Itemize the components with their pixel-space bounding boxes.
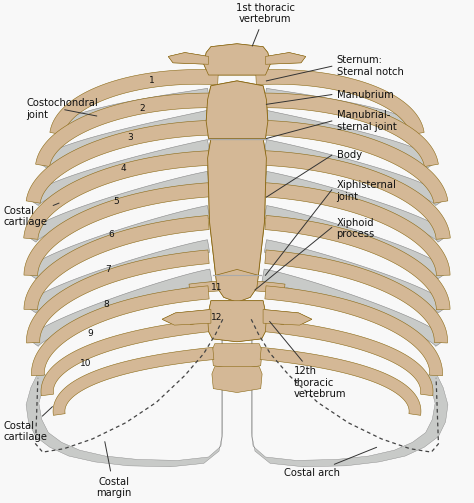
Text: Costal
cartilage: Costal cartilage (4, 203, 59, 227)
Polygon shape (212, 344, 262, 370)
Polygon shape (31, 286, 209, 376)
Polygon shape (262, 269, 446, 346)
Text: 4: 4 (120, 164, 126, 174)
Polygon shape (265, 183, 450, 276)
Polygon shape (208, 301, 266, 342)
Text: 8: 8 (104, 300, 109, 309)
Polygon shape (212, 367, 262, 392)
Polygon shape (263, 309, 312, 325)
Polygon shape (263, 309, 312, 325)
Polygon shape (206, 81, 268, 138)
Text: 7: 7 (105, 265, 111, 274)
Polygon shape (255, 281, 285, 294)
Polygon shape (265, 250, 447, 343)
Polygon shape (265, 286, 443, 376)
Polygon shape (265, 52, 306, 64)
Polygon shape (264, 240, 448, 313)
Polygon shape (264, 140, 446, 206)
Polygon shape (26, 319, 223, 467)
Polygon shape (216, 270, 258, 302)
Polygon shape (204, 44, 270, 75)
Polygon shape (255, 69, 424, 135)
Polygon shape (264, 89, 422, 137)
Polygon shape (28, 269, 212, 346)
Polygon shape (28, 140, 210, 206)
Text: 2: 2 (139, 104, 145, 113)
Text: 10: 10 (80, 359, 91, 368)
Polygon shape (26, 240, 210, 313)
Text: 1: 1 (149, 76, 155, 86)
Polygon shape (24, 183, 209, 276)
Polygon shape (208, 138, 266, 275)
Polygon shape (264, 172, 448, 242)
Polygon shape (26, 172, 210, 242)
Polygon shape (162, 309, 211, 325)
Polygon shape (41, 319, 211, 396)
Text: Manubrium: Manubrium (337, 90, 393, 100)
Polygon shape (265, 120, 448, 203)
Text: 12th
thoracic
vertebrum: 12th thoracic vertebrum (270, 321, 346, 399)
Polygon shape (251, 319, 448, 467)
Text: Xiphisternal
joint: Xiphisternal joint (337, 181, 396, 202)
Polygon shape (168, 52, 209, 64)
Polygon shape (208, 301, 266, 342)
Polygon shape (261, 93, 438, 166)
Polygon shape (208, 138, 266, 275)
Text: Costal
margin: Costal margin (96, 442, 131, 498)
Polygon shape (255, 311, 285, 325)
Polygon shape (26, 206, 210, 279)
Polygon shape (206, 81, 268, 138)
Polygon shape (24, 215, 209, 310)
Polygon shape (27, 250, 209, 343)
Polygon shape (216, 270, 258, 302)
Text: 5: 5 (113, 197, 119, 206)
Polygon shape (263, 319, 433, 396)
Polygon shape (204, 44, 270, 75)
Text: 1st thoracic
vertebrum: 1st thoracic vertebrum (236, 3, 295, 46)
Text: 6: 6 (109, 230, 114, 239)
Text: Costochondral
joint: Costochondral joint (26, 99, 98, 120)
Polygon shape (26, 120, 209, 203)
Polygon shape (36, 93, 213, 166)
Text: 3: 3 (128, 133, 133, 142)
Polygon shape (168, 52, 209, 64)
Polygon shape (189, 311, 219, 325)
Text: Manubrial-
sternal joint: Manubrial- sternal joint (337, 110, 396, 132)
Polygon shape (265, 151, 450, 239)
Text: Costal
cartilage: Costal cartilage (4, 406, 53, 443)
Text: 9: 9 (87, 329, 93, 339)
Polygon shape (260, 348, 421, 415)
Text: 12: 12 (211, 313, 223, 322)
Polygon shape (52, 89, 210, 137)
Text: Sternum:
Sternal notch: Sternum: Sternal notch (337, 55, 403, 77)
Text: Costal arch: Costal arch (284, 447, 377, 478)
Polygon shape (265, 215, 450, 310)
Polygon shape (264, 206, 448, 279)
Polygon shape (50, 69, 219, 135)
Polygon shape (24, 151, 209, 239)
Polygon shape (37, 110, 210, 169)
Polygon shape (53, 348, 214, 415)
Text: Body: Body (337, 150, 362, 160)
Polygon shape (189, 281, 219, 294)
Polygon shape (162, 309, 211, 325)
Text: 11: 11 (211, 284, 223, 293)
Polygon shape (265, 52, 306, 64)
Text: Xiphoid
process: Xiphoid process (337, 218, 375, 239)
Polygon shape (264, 110, 437, 169)
